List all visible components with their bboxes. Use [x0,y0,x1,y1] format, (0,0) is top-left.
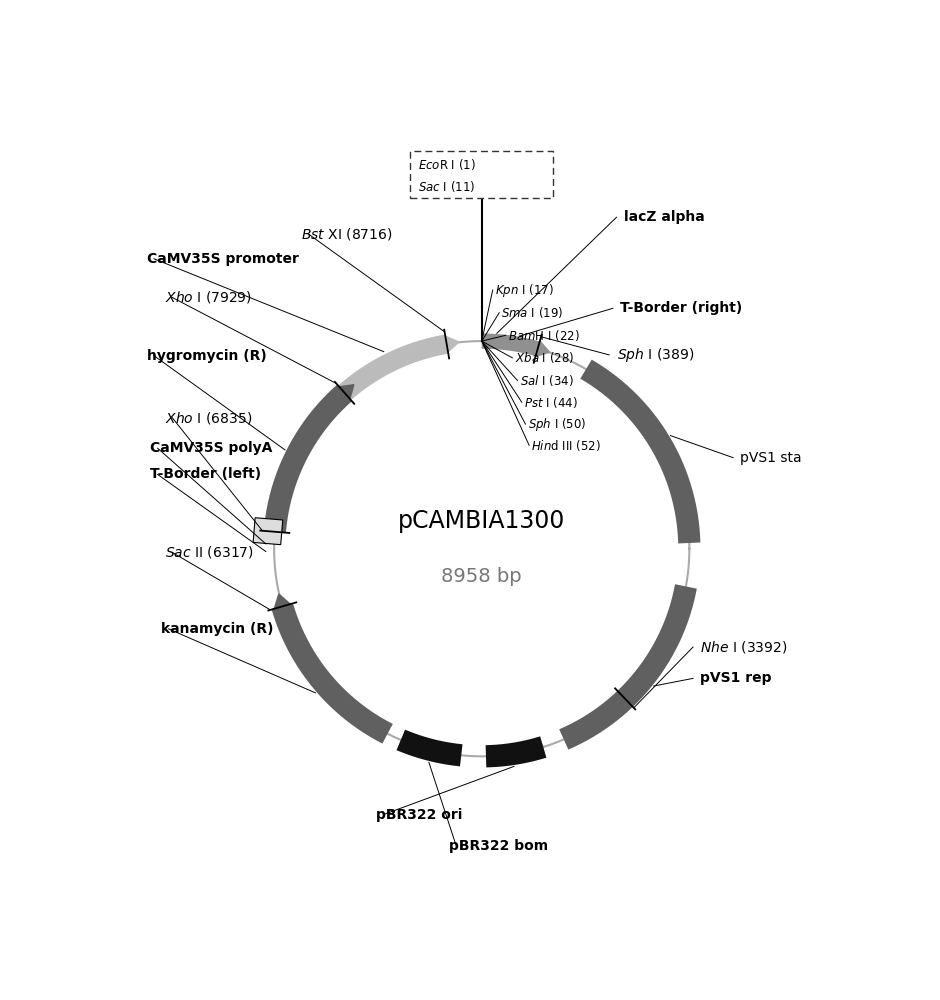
Text: $\mathit{Sal}$ I (34): $\mathit{Sal}$ I (34) [520,373,573,388]
Text: $\mathit{Kpn}$ I (17): $\mathit{Kpn}$ I (17) [494,282,554,299]
Text: $\mathit{Xba}$ I (28): $\mathit{Xba}$ I (28) [514,350,573,365]
Text: $\mathit{Sac}$ II (6317): $\mathit{Sac}$ II (6317) [164,544,254,560]
Text: kanamycin (R): kanamycin (R) [162,622,274,636]
Text: $\mathit{Sph}$ I (389): $\mathit{Sph}$ I (389) [617,346,694,364]
Text: CaMV35S promoter: CaMV35S promoter [147,252,299,266]
Text: $\mathit{Sma}$ I (19): $\mathit{Sma}$ I (19) [501,305,564,320]
Text: 8958 bp: 8958 bp [442,567,522,586]
Text: T-Border (right): T-Border (right) [620,301,743,315]
Text: $\mathit{Bam}$H I (22): $\mathit{Bam}$H I (22) [508,328,580,343]
Text: $\mathit{Nhe}$ I (3392): $\mathit{Nhe}$ I (3392) [700,639,788,655]
FancyBboxPatch shape [411,151,553,198]
Text: $\mathit{Hin}$d III (52): $\mathit{Hin}$d III (52) [531,438,602,453]
Polygon shape [446,336,459,352]
Text: $\mathit{Xho}$ I (7929): $\mathit{Xho}$ I (7929) [164,289,252,305]
Text: $\mathit{Sph}$ I (50): $\mathit{Sph}$ I (50) [527,416,586,433]
Text: $\mathit{Bst}$ XI (8716): $\mathit{Bst}$ XI (8716) [301,226,393,242]
Text: $\mathit{Xho}$ I (6835): $\mathit{Xho}$ I (6835) [164,410,252,426]
Text: pCAMBIA1300: pCAMBIA1300 [398,509,566,533]
Polygon shape [536,341,550,356]
Text: pBR322 bom: pBR322 bom [449,839,548,853]
Text: pVS1 sta: pVS1 sta [741,451,802,465]
Text: $\mathit{Pst}$ I (44): $\mathit{Pst}$ I (44) [524,395,578,410]
Text: T-Border (left): T-Border (left) [150,467,261,481]
Text: $\mathit{Eco}$R I (1): $\mathit{Eco}$R I (1) [417,157,476,172]
Text: hygromycin (R): hygromycin (R) [147,349,266,363]
Text: lacZ alpha: lacZ alpha [624,210,705,224]
Polygon shape [253,518,283,545]
Polygon shape [339,385,353,399]
Text: $\mathit{Sac}$ I (11): $\mathit{Sac}$ I (11) [417,179,475,194]
Polygon shape [274,594,290,608]
Text: CaMV35S polyA: CaMV35S polyA [150,441,273,455]
Text: pBR322 ori: pBR322 ori [376,808,462,822]
Text: pVS1 rep: pVS1 rep [700,671,772,685]
